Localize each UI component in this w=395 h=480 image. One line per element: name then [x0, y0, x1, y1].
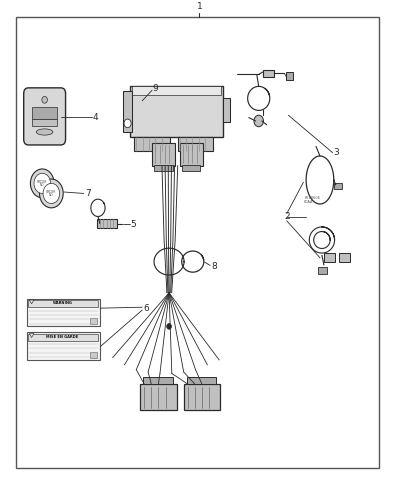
Text: 9: 9 [152, 84, 158, 93]
Text: MISE EN GARDE: MISE EN GARDE [46, 335, 79, 339]
Text: 7: 7 [85, 189, 91, 198]
Text: 5: 5 [130, 220, 136, 228]
FancyBboxPatch shape [24, 88, 66, 145]
Bar [154, 165, 173, 171]
Bar [180, 143, 203, 166]
Circle shape [40, 179, 63, 208]
Circle shape [124, 119, 131, 128]
Text: 6: 6 [143, 304, 149, 313]
Bar [130, 86, 223, 137]
Text: NO.: NO. [40, 183, 45, 187]
Bar [132, 86, 221, 95]
Bar [178, 137, 213, 151]
Polygon shape [29, 334, 34, 337]
Circle shape [30, 169, 54, 198]
Bar [90, 352, 97, 358]
Bar [182, 165, 200, 171]
Bar [184, 384, 220, 410]
Text: 4: 4 [93, 113, 98, 121]
Text: ORDER: ORDER [46, 190, 56, 194]
Bar [263, 70, 274, 77]
Bar [152, 143, 175, 166]
Bar [28, 334, 98, 341]
Bar [339, 253, 350, 262]
Bar [27, 299, 100, 326]
Text: NO.: NO. [49, 193, 54, 197]
Bar [32, 107, 57, 119]
Bar [286, 72, 293, 80]
Polygon shape [29, 300, 34, 304]
Bar [134, 137, 170, 151]
Circle shape [34, 173, 51, 193]
Text: 8: 8 [211, 263, 217, 271]
Bar [334, 183, 342, 189]
Bar [27, 332, 100, 360]
Text: WARNING: WARNING [53, 301, 72, 305]
Bar [324, 253, 335, 262]
Circle shape [254, 115, 263, 127]
Text: 3: 3 [334, 148, 340, 157]
Text: 1: 1 [197, 2, 202, 11]
Bar [123, 91, 132, 132]
Bar [32, 119, 57, 126]
Circle shape [167, 324, 171, 329]
Bar [97, 219, 117, 228]
Bar [223, 98, 230, 122]
Bar [143, 377, 173, 384]
Bar [90, 318, 97, 324]
Ellipse shape [36, 129, 53, 135]
Circle shape [42, 96, 47, 103]
Bar [187, 377, 216, 384]
Bar [28, 300, 98, 307]
Text: 2: 2 [284, 213, 290, 221]
Text: ORDER: ORDER [37, 180, 47, 184]
Circle shape [43, 183, 60, 204]
Text: BE18606
60AA: BE18606 60AA [304, 196, 320, 204]
Bar [140, 384, 177, 410]
Bar [318, 267, 327, 274]
